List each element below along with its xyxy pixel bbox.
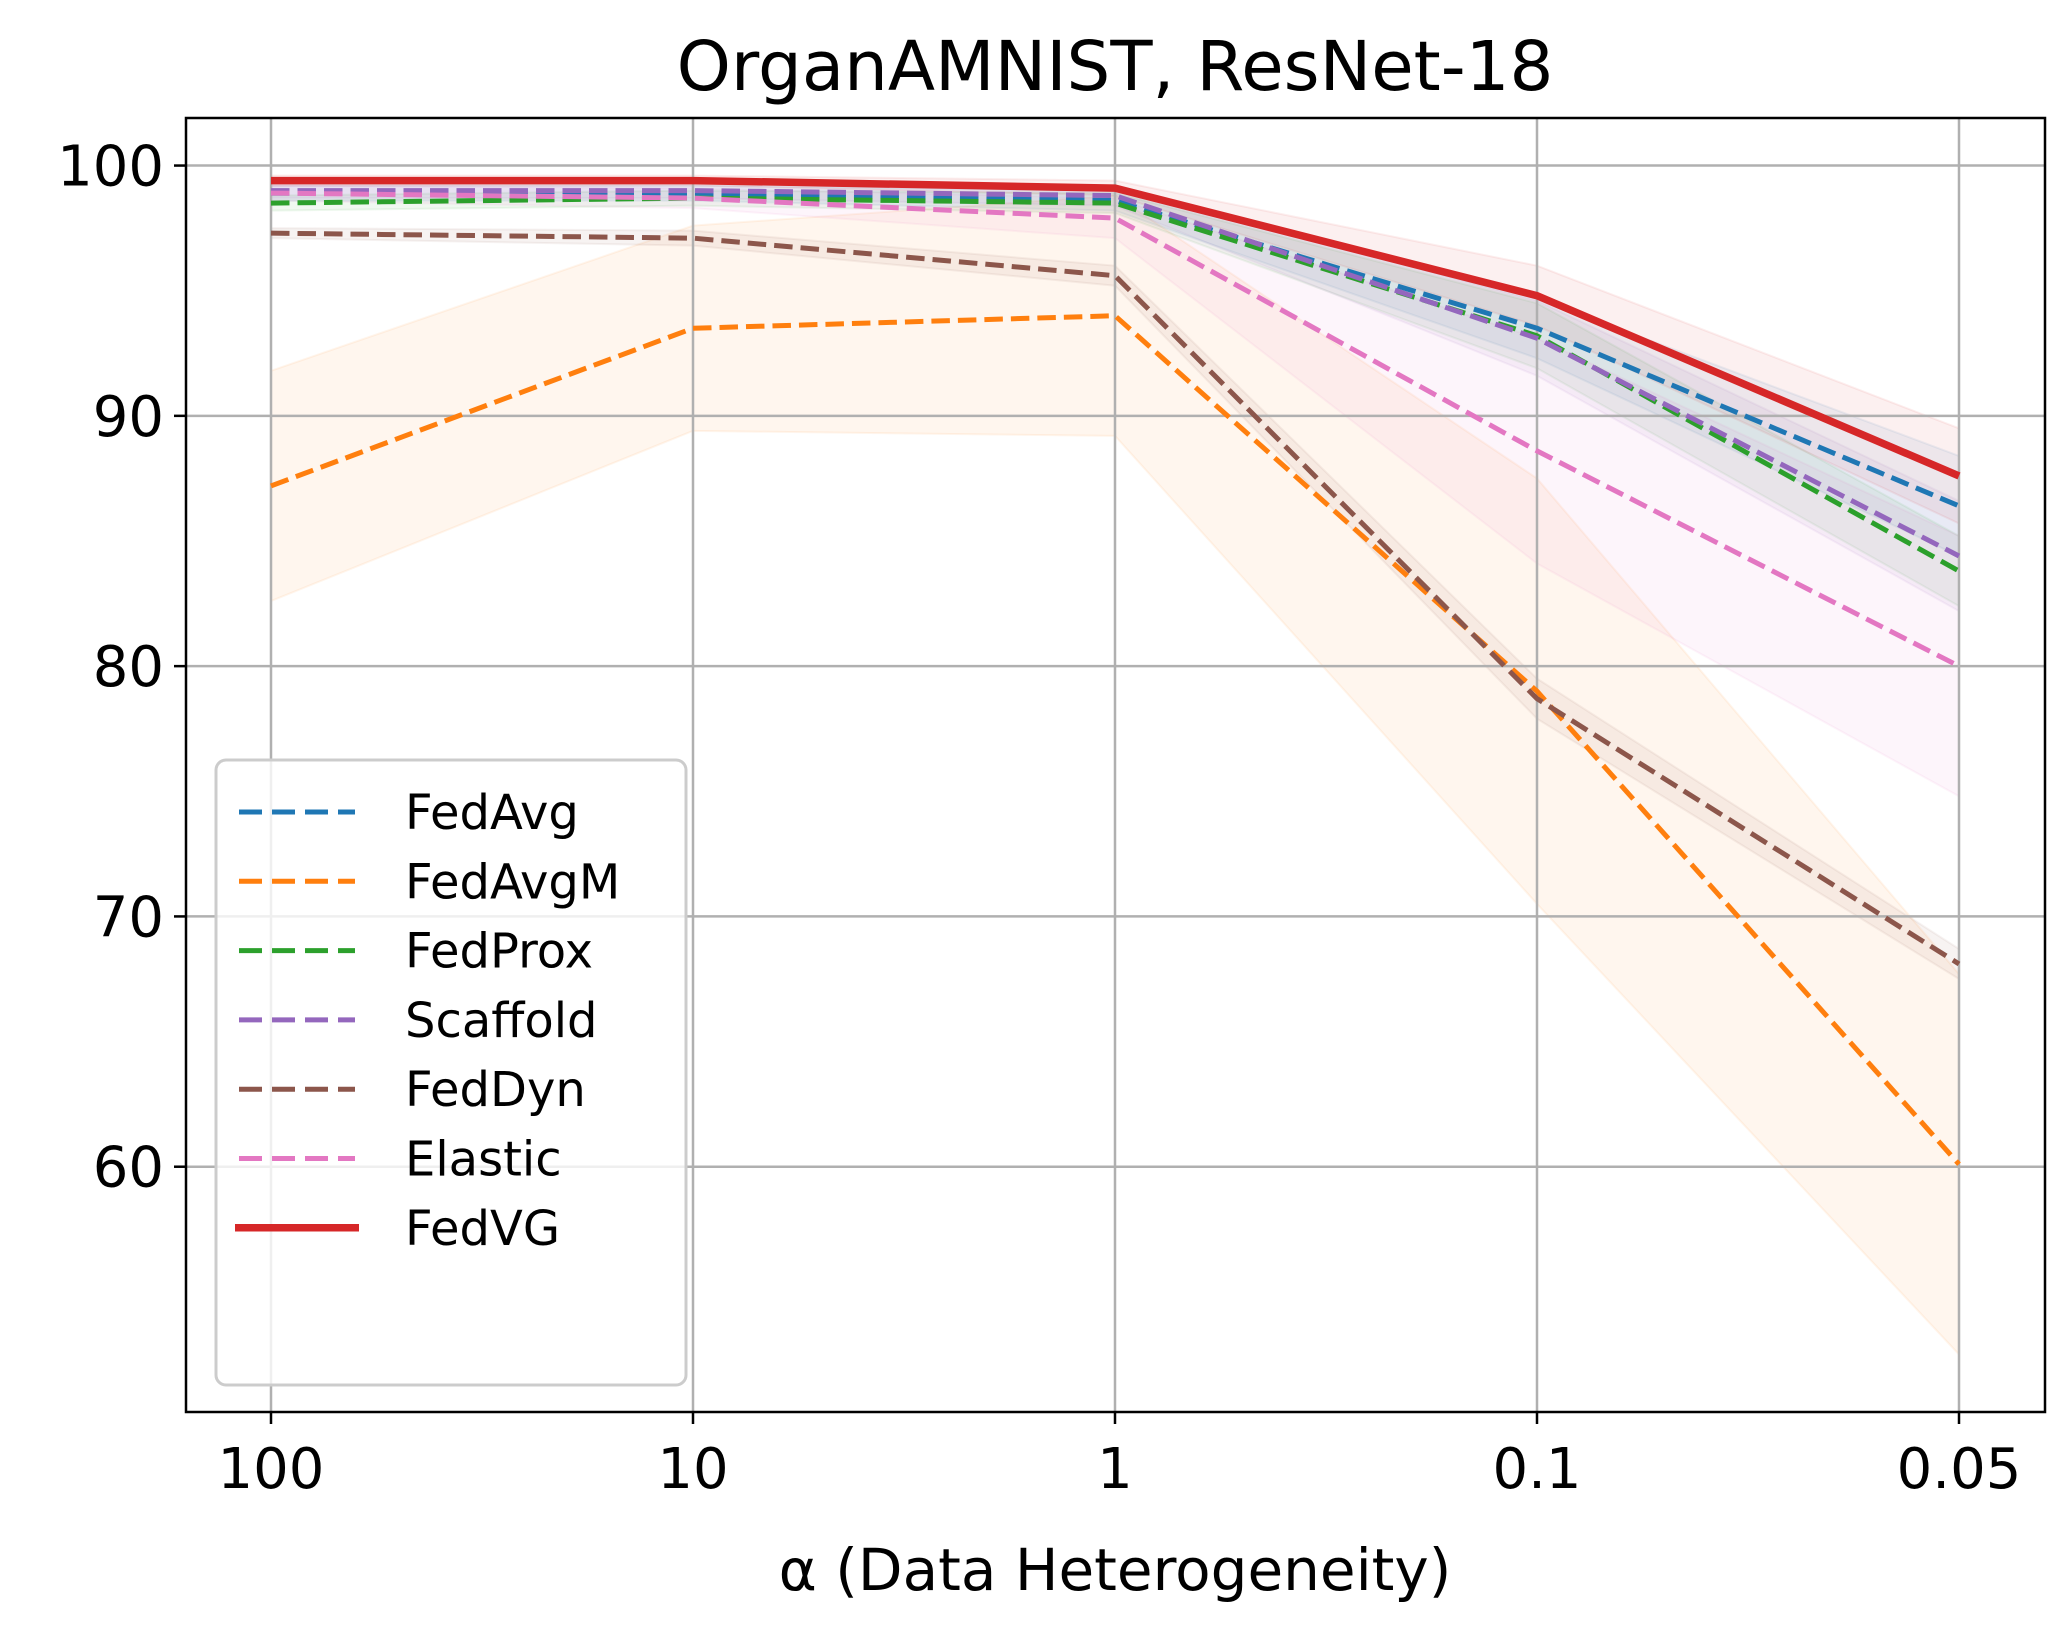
legend-label-fedavgm: FedAvgM [405, 854, 620, 910]
chart-title: OrganAMNIST, ResNet-18 [677, 27, 1554, 107]
legend-label-fedprox: FedProx [405, 924, 593, 980]
y-tick-label: 60 [93, 1136, 164, 1201]
legend: FedAvg FedAvgM FedProx Scaffold FedDyn Elasti… [216, 760, 686, 1385]
x-tick-label: 10 [657, 1437, 728, 1502]
x-tick-label: 0.05 [1897, 1437, 2022, 1502]
x-axis-ticks: 100 10 1 0.1 0.05 [218, 1412, 2022, 1502]
legend-label-scaffold: Scaffold [405, 993, 598, 1049]
y-axis-ticks: 60 70 80 90 100 [57, 135, 186, 1201]
legend-label-fedavg: FedAvg [405, 785, 579, 841]
y-tick-label: 90 [93, 385, 164, 450]
x-tick-label: 100 [218, 1437, 325, 1502]
x-tick-label: 1 [1097, 1437, 1133, 1502]
y-tick-label: 80 [93, 635, 164, 700]
legend-label-feddyn: FedDyn [405, 1062, 586, 1118]
y-tick-label: 70 [93, 885, 164, 950]
x-tick-label: 0.1 [1492, 1437, 1581, 1502]
x-axis-label: α (Data Heterogeneity) [779, 1536, 1452, 1604]
legend-label-fedvg: FedVG [405, 1201, 560, 1257]
legend-label-elastic: Elastic [405, 1132, 562, 1188]
y-tick-label: 100 [57, 135, 164, 200]
